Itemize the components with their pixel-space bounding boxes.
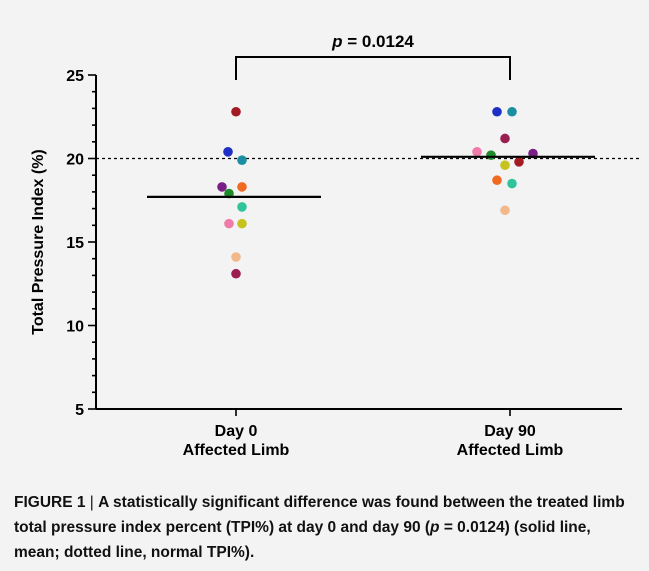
x-tick-label: Day 90 [484, 423, 536, 440]
data-point [514, 157, 524, 167]
data-point [237, 202, 247, 212]
data-point [486, 150, 496, 160]
significance-label: p = 0.0124 [331, 32, 414, 51]
caption-p-symbol: p [430, 519, 440, 536]
caption-separator: | [85, 494, 99, 511]
caption-label: FIGURE 1 [14, 494, 86, 511]
data-point [500, 133, 510, 144]
y-tick-label: 10 [66, 319, 84, 336]
caption-text-before: A statistically significant difference w… [14, 494, 625, 536]
data-point [223, 147, 233, 157]
data-point [507, 106, 517, 117]
significance-bracket [235, 56, 511, 80]
y-axis-title: Total Pressure Index (%) [30, 149, 47, 335]
data-point [472, 147, 482, 157]
scatter-chart: 5 10 15 20 25 Total Pressure Index (%) Day 0 Af… [30, 32, 640, 459]
data-point [231, 268, 241, 279]
x-tick-sublabel: Affected Limb [457, 442, 564, 459]
data-point [231, 252, 241, 262]
data-point [217, 182, 227, 192]
data-point [224, 218, 234, 229]
data-point [492, 175, 502, 186]
data-point [237, 218, 247, 229]
y-tick-label: 25 [66, 68, 84, 85]
x-tick-sublabel: Affected Limb [183, 442, 290, 459]
significance-value: = 0.0124 [343, 32, 415, 51]
caption-text-after: = 0.0124) (solid line, mean; dotted line… [14, 519, 591, 561]
y-tick-label: 20 [66, 152, 84, 169]
data-point [500, 160, 510, 170]
data-point [492, 106, 502, 117]
data-point [237, 182, 247, 192]
data-point [231, 106, 241, 117]
y-tick-label: 15 [66, 235, 84, 252]
data-point [507, 178, 517, 189]
y-tick-label: 5 [75, 402, 84, 419]
x-tick-label: Day 0 [215, 423, 258, 440]
data-point [237, 155, 247, 165]
data-point [500, 205, 510, 216]
significance-p-symbol: p [331, 32, 342, 51]
figure-caption: FIGURE 1 | A statistically significant d… [14, 490, 636, 565]
